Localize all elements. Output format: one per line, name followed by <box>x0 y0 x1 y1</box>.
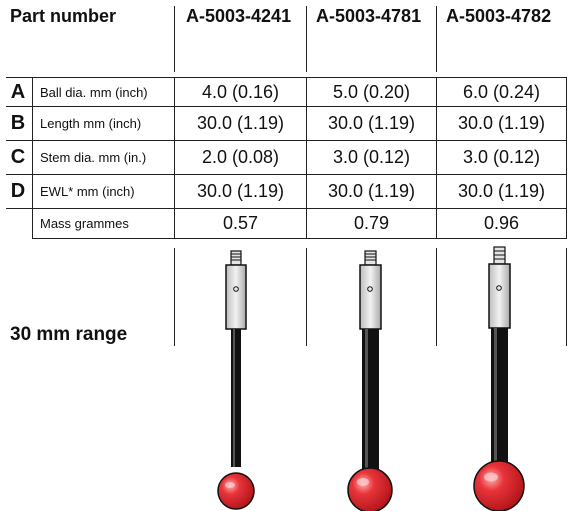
stylus-probe-2 <box>348 251 392 511</box>
stylus-probe-3 <box>474 247 524 511</box>
stylus-probe-1 <box>218 251 254 509</box>
